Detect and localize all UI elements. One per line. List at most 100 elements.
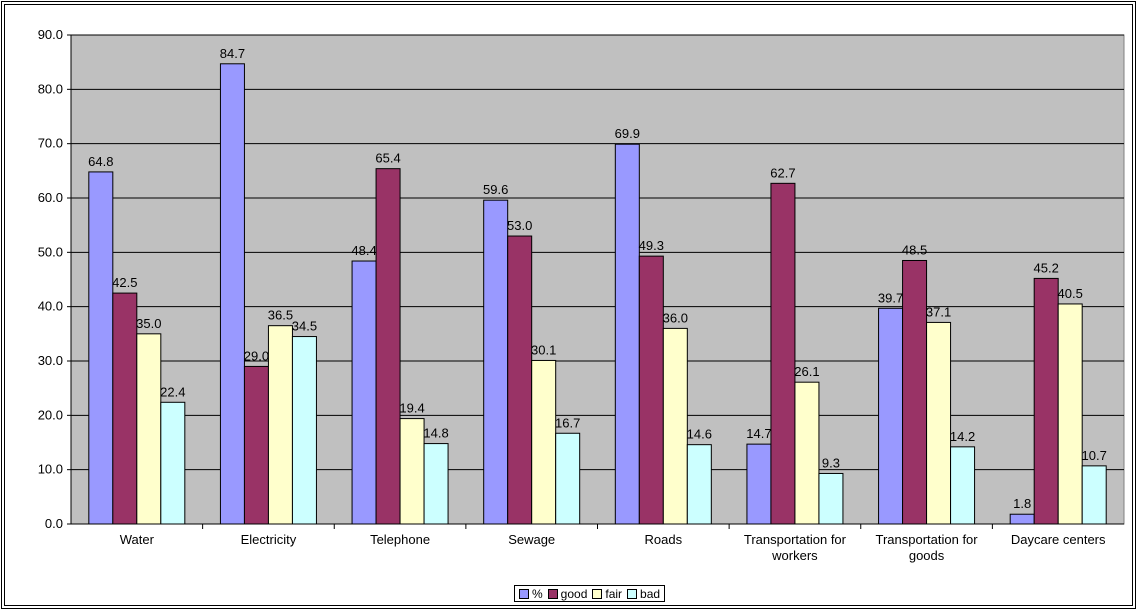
data-label: 69.9 <box>615 126 640 141</box>
data-label: 29.0 <box>244 348 269 363</box>
bar-bad <box>1081 465 1107 525</box>
y-tick-label: 30.0 <box>38 353 63 368</box>
data-label: 45.2 <box>1034 260 1059 275</box>
bar-good <box>375 168 401 525</box>
data-label: 14.2 <box>950 429 975 444</box>
data-label: 22.4 <box>160 384 185 399</box>
data-label: 59.6 <box>483 182 508 197</box>
x-tick-label: Water <box>120 532 155 547</box>
data-label: 64.8 <box>88 154 113 169</box>
bar-bad <box>950 446 976 525</box>
chart-inner-border <box>4 4 1133 606</box>
x-tick-label: workers <box>771 548 818 563</box>
data-label: 30.1 <box>531 342 556 357</box>
bar-bad <box>423 443 449 525</box>
bar-percent <box>746 443 772 525</box>
data-label: 9.3 <box>822 455 840 470</box>
bar-good <box>1033 277 1059 525</box>
bar-bad <box>818 472 844 525</box>
bar-percent <box>1009 513 1035 525</box>
bar-bad <box>686 444 712 525</box>
bar-fair <box>267 325 293 525</box>
legend-item: bad <box>627 587 660 601</box>
x-tick-label: Daycare centers <box>1011 532 1106 547</box>
data-label: 1.8 <box>1013 496 1031 511</box>
data-label: 14.6 <box>687 427 712 442</box>
x-tick-label: Transportation for <box>876 532 979 547</box>
data-label: 62.7 <box>770 165 795 180</box>
bar-percent <box>219 63 245 525</box>
y-tick-label: 0.0 <box>45 516 63 531</box>
data-label: 14.7 <box>746 426 771 441</box>
data-label: 16.7 <box>555 415 580 430</box>
legend-item: good <box>547 586 588 601</box>
bar-percent <box>878 307 904 525</box>
y-tick-label: 40.0 <box>38 299 63 314</box>
bar-fair <box>136 333 162 525</box>
data-label: 14.8 <box>423 426 448 441</box>
data-label: 36.5 <box>268 308 293 323</box>
data-label: 42.5 <box>112 275 137 290</box>
bar-fair <box>531 359 557 525</box>
legend-label: fair <box>605 586 623 601</box>
y-tick-label: 10.0 <box>38 462 63 477</box>
bar-good <box>902 259 928 525</box>
bar-good <box>243 365 269 525</box>
data-label: 65.4 <box>375 151 400 166</box>
legend-swatch <box>547 588 558 599</box>
data-label: 40.5 <box>1058 286 1083 301</box>
data-label: 36.0 <box>663 310 688 325</box>
data-label: 39.7 <box>878 290 903 305</box>
chart-legend: % good fair bad <box>514 585 666 602</box>
legend-item: fair <box>592 587 622 601</box>
bar-bad <box>160 401 186 525</box>
data-label: 53.0 <box>507 218 532 233</box>
bar-good <box>770 182 796 525</box>
bar-percent <box>614 143 640 525</box>
x-tick-label: Transportation for <box>744 532 847 547</box>
legend-swatch <box>592 588 603 599</box>
x-tick-label: Sewage <box>508 532 555 547</box>
bar-fair <box>399 418 425 525</box>
x-tick-label: Electricity <box>241 532 297 547</box>
legend-label: good <box>560 586 588 601</box>
legend-swatch <box>519 588 529 599</box>
data-label: 10.7 <box>1082 448 1107 463</box>
bar-percent <box>483 199 509 525</box>
y-tick-label: 20.0 <box>38 407 63 422</box>
bar-fair <box>926 321 952 525</box>
x-tick-label: Roads <box>645 532 683 547</box>
data-label: 48.5 <box>902 242 927 257</box>
x-tick-label: goods <box>909 548 945 563</box>
data-label: 34.5 <box>292 319 317 334</box>
bar-good <box>638 255 664 525</box>
bar-percent <box>88 171 114 525</box>
bar-fair <box>662 327 688 525</box>
y-tick-label: 80.0 <box>38 81 63 96</box>
data-label: 48.4 <box>351 243 376 258</box>
bar-good <box>112 292 138 525</box>
data-label: 84.7 <box>220 46 245 61</box>
y-tick-label: 50.0 <box>38 244 63 259</box>
y-tick-label: 60.0 <box>38 190 63 205</box>
bar-fair <box>794 381 820 525</box>
x-tick-label: Telephone <box>370 532 430 547</box>
legend-label: bad <box>640 586 661 601</box>
bar-bad <box>555 432 581 525</box>
legend-item: % <box>519 587 543 601</box>
bar-fair <box>1057 303 1083 525</box>
legend-swatch <box>627 588 638 599</box>
bar-percent <box>351 260 377 525</box>
y-tick-label: 90.0 <box>38 27 63 42</box>
legend-label: % <box>532 586 543 601</box>
bar-good <box>507 235 533 525</box>
data-label: 26.1 <box>794 364 819 379</box>
data-label: 35.0 <box>136 316 161 331</box>
y-tick-label: 70.0 <box>38 136 63 151</box>
data-label: 37.1 <box>926 304 951 319</box>
data-label: 19.4 <box>399 401 424 416</box>
bar-bad <box>291 336 317 525</box>
data-label: 49.3 <box>639 238 664 253</box>
